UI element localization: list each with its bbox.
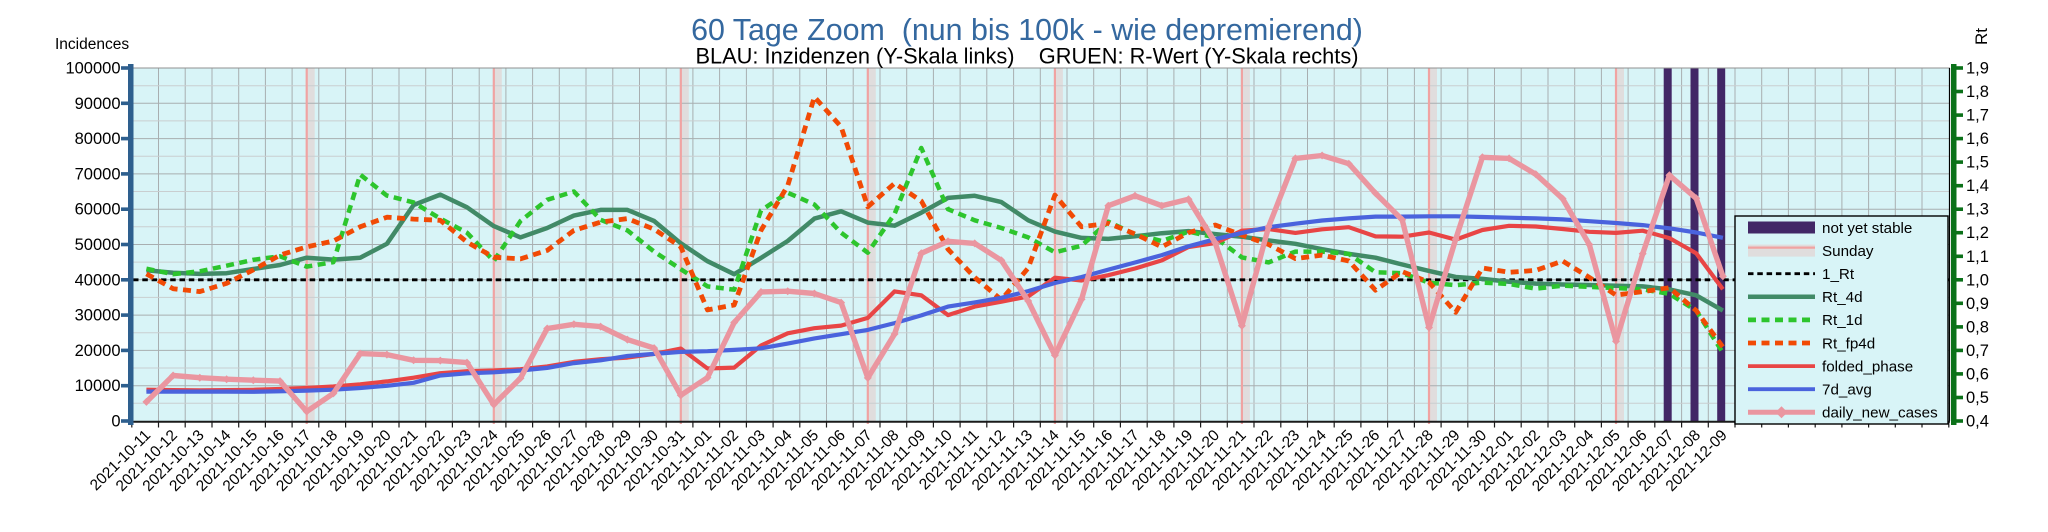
svg-text:1,3: 1,3 bbox=[1966, 201, 1989, 219]
svg-text:1,4: 1,4 bbox=[1966, 177, 1989, 195]
svg-text:40000: 40000 bbox=[75, 271, 121, 289]
svg-text:Rt_4d: Rt_4d bbox=[1822, 289, 1863, 306]
svg-text:20000: 20000 bbox=[75, 342, 121, 360]
svg-text:0,6: 0,6 bbox=[1966, 365, 1989, 383]
svg-text:0,8: 0,8 bbox=[1966, 318, 1989, 336]
svg-text:50000: 50000 bbox=[75, 236, 121, 254]
svg-text:0,4: 0,4 bbox=[1966, 413, 1989, 431]
svg-text:0,9: 0,9 bbox=[1966, 295, 1989, 313]
svg-text:1,1: 1,1 bbox=[1966, 248, 1989, 266]
svg-text:70000: 70000 bbox=[75, 165, 121, 183]
svg-text:1,2: 1,2 bbox=[1966, 224, 1989, 242]
svg-text:60000: 60000 bbox=[75, 201, 121, 219]
svg-text:0: 0 bbox=[111, 413, 120, 431]
svg-text:80000: 80000 bbox=[75, 130, 121, 148]
svg-text:1_Rt: 1_Rt bbox=[1822, 266, 1855, 283]
svg-text:10000: 10000 bbox=[75, 377, 121, 395]
svg-text:1,7: 1,7 bbox=[1966, 107, 1989, 125]
svg-text:Rt_1d: Rt_1d bbox=[1822, 312, 1863, 329]
svg-text:daily_new_cases: daily_new_cases bbox=[1822, 405, 1938, 422]
svg-text:1,6: 1,6 bbox=[1966, 130, 1989, 148]
svg-text:1,8: 1,8 bbox=[1966, 83, 1989, 101]
svg-text:30000: 30000 bbox=[75, 307, 121, 325]
svg-text:not yet stable: not yet stable bbox=[1822, 220, 1912, 237]
svg-text:folded_phase: folded_phase bbox=[1822, 358, 1913, 375]
svg-text:1,5: 1,5 bbox=[1966, 154, 1989, 172]
svg-text:0,5: 0,5 bbox=[1966, 389, 1989, 407]
svg-text:1,0: 1,0 bbox=[1966, 271, 1989, 289]
svg-text:BLAU: Inzidenzen (Y-Skala link: BLAU: Inzidenzen (Y-Skala links) GRUEN: … bbox=[695, 44, 1358, 69]
svg-text:7d_avg: 7d_avg bbox=[1822, 382, 1872, 399]
svg-text:90000: 90000 bbox=[75, 95, 121, 113]
svg-text:60 Tage Zoom (nun bis 100k -: 60 Tage Zoom (nun bis 100k - wie depremi… bbox=[691, 13, 1363, 47]
svg-text:1,9: 1,9 bbox=[1966, 60, 1989, 78]
svg-text:Rt: Rt bbox=[1972, 28, 1991, 45]
svg-text:Sunday: Sunday bbox=[1822, 243, 1874, 260]
svg-text:0,7: 0,7 bbox=[1966, 342, 1989, 360]
svg-text:100000: 100000 bbox=[65, 60, 120, 78]
svg-text:Rt_fp4d: Rt_fp4d bbox=[1822, 335, 1875, 352]
svg-text:Incidences: Incidences bbox=[55, 36, 129, 53]
